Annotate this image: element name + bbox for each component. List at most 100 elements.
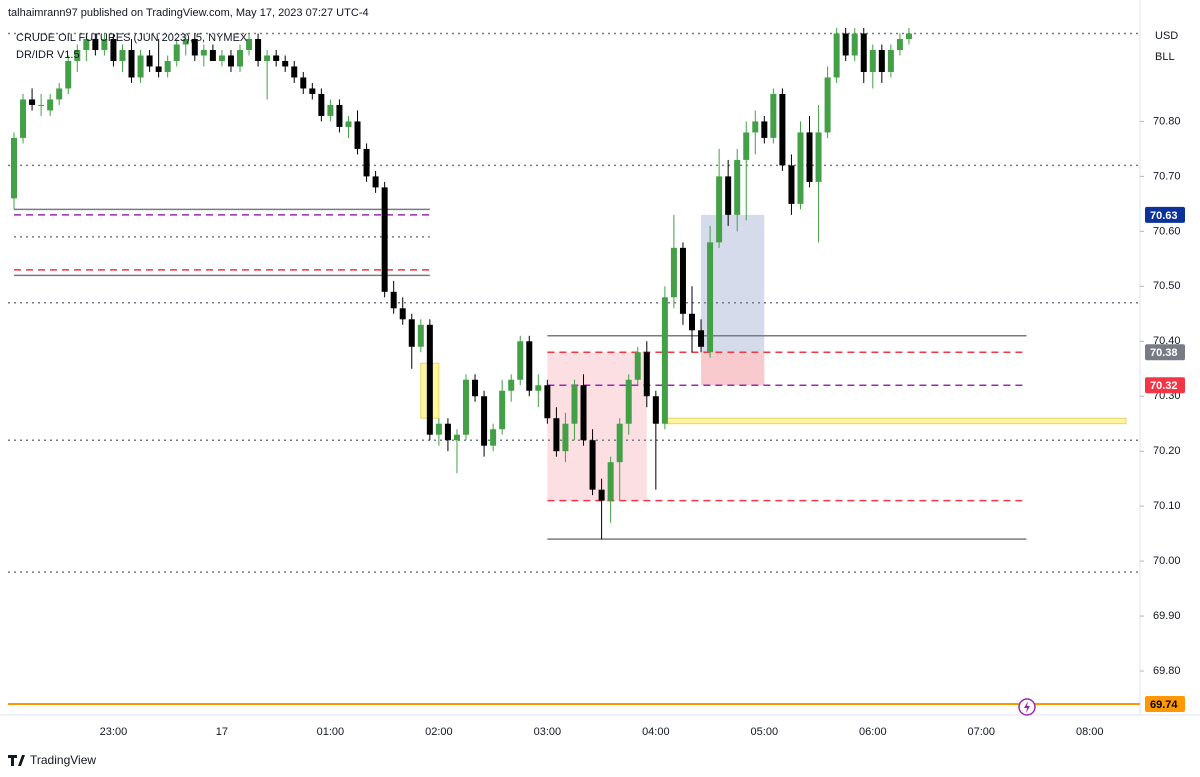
candle-body xyxy=(806,132,813,182)
candle-body xyxy=(273,55,280,61)
candle-body xyxy=(535,385,542,391)
candle-body xyxy=(74,49,81,61)
y-tick-label: 70.60 xyxy=(1153,225,1181,237)
candle-body xyxy=(616,423,623,463)
candle-body xyxy=(589,440,596,490)
candle-body xyxy=(146,55,153,67)
candle-body xyxy=(670,247,677,298)
price-tag-label: 70.38 xyxy=(1150,347,1178,359)
candle-body xyxy=(137,55,144,78)
price-tag xyxy=(1145,206,1185,223)
candle-body xyxy=(20,99,27,138)
candle-body xyxy=(336,104,343,127)
candle-body xyxy=(29,99,36,105)
candle-body xyxy=(327,104,334,116)
candle-body xyxy=(191,38,198,56)
candle-body xyxy=(318,93,325,116)
candle-body xyxy=(833,33,840,78)
candle-body xyxy=(11,137,17,199)
candle-body xyxy=(246,38,253,50)
candle-body xyxy=(734,159,741,215)
candle-body xyxy=(779,93,786,166)
candle-body xyxy=(905,33,912,39)
candle-body xyxy=(481,396,488,446)
candle-body xyxy=(255,38,262,61)
x-tick-label: 17 xyxy=(216,726,228,738)
candle-body xyxy=(580,385,587,441)
candle-body xyxy=(128,49,135,78)
y-tick-label: 69.90 xyxy=(1153,610,1181,622)
candle-body xyxy=(92,38,99,50)
candle-body xyxy=(788,165,795,204)
candle-body xyxy=(426,324,433,435)
candle-body xyxy=(824,77,831,133)
alert-icon[interactable] xyxy=(1018,698,1036,716)
candle-body xyxy=(300,77,307,89)
candle-body xyxy=(625,379,632,424)
price-tag-label: 69.74 xyxy=(1150,699,1178,711)
candle-body xyxy=(309,88,316,94)
y-tick-label: 70.50 xyxy=(1153,280,1181,292)
alert-bolt[interactable] xyxy=(1024,701,1030,713)
candle-body xyxy=(815,132,822,182)
x-tick-label: 08:00 xyxy=(1076,726,1104,738)
candle-body xyxy=(408,319,415,347)
candle-body xyxy=(463,379,469,435)
y-tick-label: 70.40 xyxy=(1153,335,1181,347)
candle-body xyxy=(698,330,705,347)
candle-body xyxy=(65,60,72,89)
candle-body xyxy=(607,462,614,501)
footer-brand[interactable]: TradingView xyxy=(30,753,96,767)
y-tick-label: 70.70 xyxy=(1153,170,1181,182)
candle-body xyxy=(182,38,189,45)
y-tick-label: 70.00 xyxy=(1153,555,1181,567)
candle-body xyxy=(598,489,605,501)
y-tick-label: 70.20 xyxy=(1153,445,1181,457)
candle-body xyxy=(444,423,451,441)
candle-body xyxy=(56,88,63,100)
candle-body xyxy=(227,55,234,67)
candle-body xyxy=(878,49,885,72)
candle-body xyxy=(237,49,243,67)
candle-body xyxy=(173,44,180,61)
candle-body xyxy=(47,99,54,111)
price-tag xyxy=(1145,344,1185,361)
candle-body xyxy=(869,49,876,72)
candle-body xyxy=(725,176,732,215)
candle-body xyxy=(83,38,90,50)
candle-body xyxy=(209,49,216,61)
candle-body xyxy=(842,33,849,56)
candle-body xyxy=(282,60,289,67)
candle-body xyxy=(752,121,759,133)
candle-body xyxy=(164,60,171,72)
candle-body xyxy=(770,93,777,138)
candle-body xyxy=(526,341,533,391)
x-tick-label: 03:00 xyxy=(534,726,562,738)
candle-body xyxy=(110,38,117,61)
footer-logo[interactable] xyxy=(8,755,25,766)
y-tick-label: 70.10 xyxy=(1153,500,1181,512)
x-tick-label: 07:00 xyxy=(968,726,996,738)
candle-body xyxy=(707,242,714,353)
candle-body xyxy=(679,247,686,314)
candle-body xyxy=(562,423,569,452)
price-tag-label: 70.63 xyxy=(1150,210,1178,222)
candle-body xyxy=(399,308,406,320)
candle-body xyxy=(887,49,894,72)
candle-body xyxy=(155,66,162,72)
candle-body xyxy=(372,176,379,188)
candle-body xyxy=(200,49,207,56)
candle-body xyxy=(291,66,298,78)
candle-body xyxy=(743,132,750,160)
logo-mark[interactable] xyxy=(8,755,25,766)
zone-box xyxy=(701,352,765,386)
zone-box xyxy=(664,417,1127,425)
x-tick-label: 05:00 xyxy=(751,726,779,738)
x-tick-label: 02:00 xyxy=(425,726,453,738)
candle-body xyxy=(571,385,578,424)
candle-body xyxy=(435,423,442,435)
candle-body xyxy=(363,148,370,177)
candle-body xyxy=(761,121,768,138)
